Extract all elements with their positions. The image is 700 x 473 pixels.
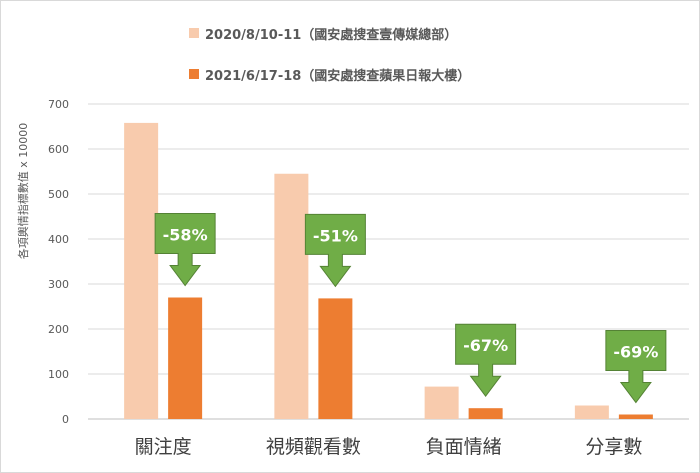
- bar-series-1: [424, 386, 459, 419]
- legend: 2020/8/10-11（國安處搜查壹傳媒總部） 2021/6/17-18（國安…: [189, 21, 470, 103]
- bar-series-2: [468, 408, 503, 419]
- change-label: -67%: [463, 336, 508, 355]
- change-callout: [304, 213, 366, 288]
- change-callout: [154, 213, 216, 287]
- y-tick-label: 200: [48, 323, 69, 336]
- bar-series-1: [124, 122, 159, 420]
- x-tick-label: 視頻觀看數: [266, 436, 361, 458]
- bar-series-1: [574, 405, 609, 419]
- legend-swatch-series-1: [189, 28, 199, 38]
- change-label: -51%: [313, 226, 358, 245]
- bar-series-1: [274, 173, 309, 419]
- bar-series-2: [318, 298, 353, 419]
- y-tick-label: 500: [48, 188, 69, 201]
- y-tick-label: 100: [48, 368, 69, 381]
- x-tick-label: 分享數: [585, 436, 642, 458]
- x-tick-label: 關注度: [135, 436, 192, 458]
- change-label: -69%: [613, 343, 658, 362]
- change-label: -58%: [163, 226, 208, 245]
- legend-item-series-2: 2021/6/17-18（國安處搜查蘋果日報大樓）: [189, 62, 470, 86]
- y-tick-label: 700: [48, 98, 69, 111]
- bar-series-2: [618, 414, 653, 419]
- y-tick-label: 300: [48, 278, 69, 291]
- legend-label-series-2: 2021/6/17-18（國安處搜查蘋果日報大樓）: [205, 68, 471, 84]
- y-tick-label: 0: [62, 413, 69, 426]
- y-tick-label: 600: [48, 143, 69, 156]
- x-tick-label: 負面情緒: [426, 436, 502, 458]
- legend-item-series-1: 2020/8/10-11（國安處搜查壹傳媒總部）: [189, 21, 470, 45]
- change-callout: [605, 330, 667, 404]
- y-tick-label: 400: [48, 233, 69, 246]
- legend-label-series-1: 2020/8/10-11（國安處搜查壹傳媒總部）: [205, 27, 458, 43]
- change-callout: [455, 323, 517, 398]
- bar-series-2: [168, 297, 203, 419]
- legend-swatch-series-2: [189, 69, 199, 79]
